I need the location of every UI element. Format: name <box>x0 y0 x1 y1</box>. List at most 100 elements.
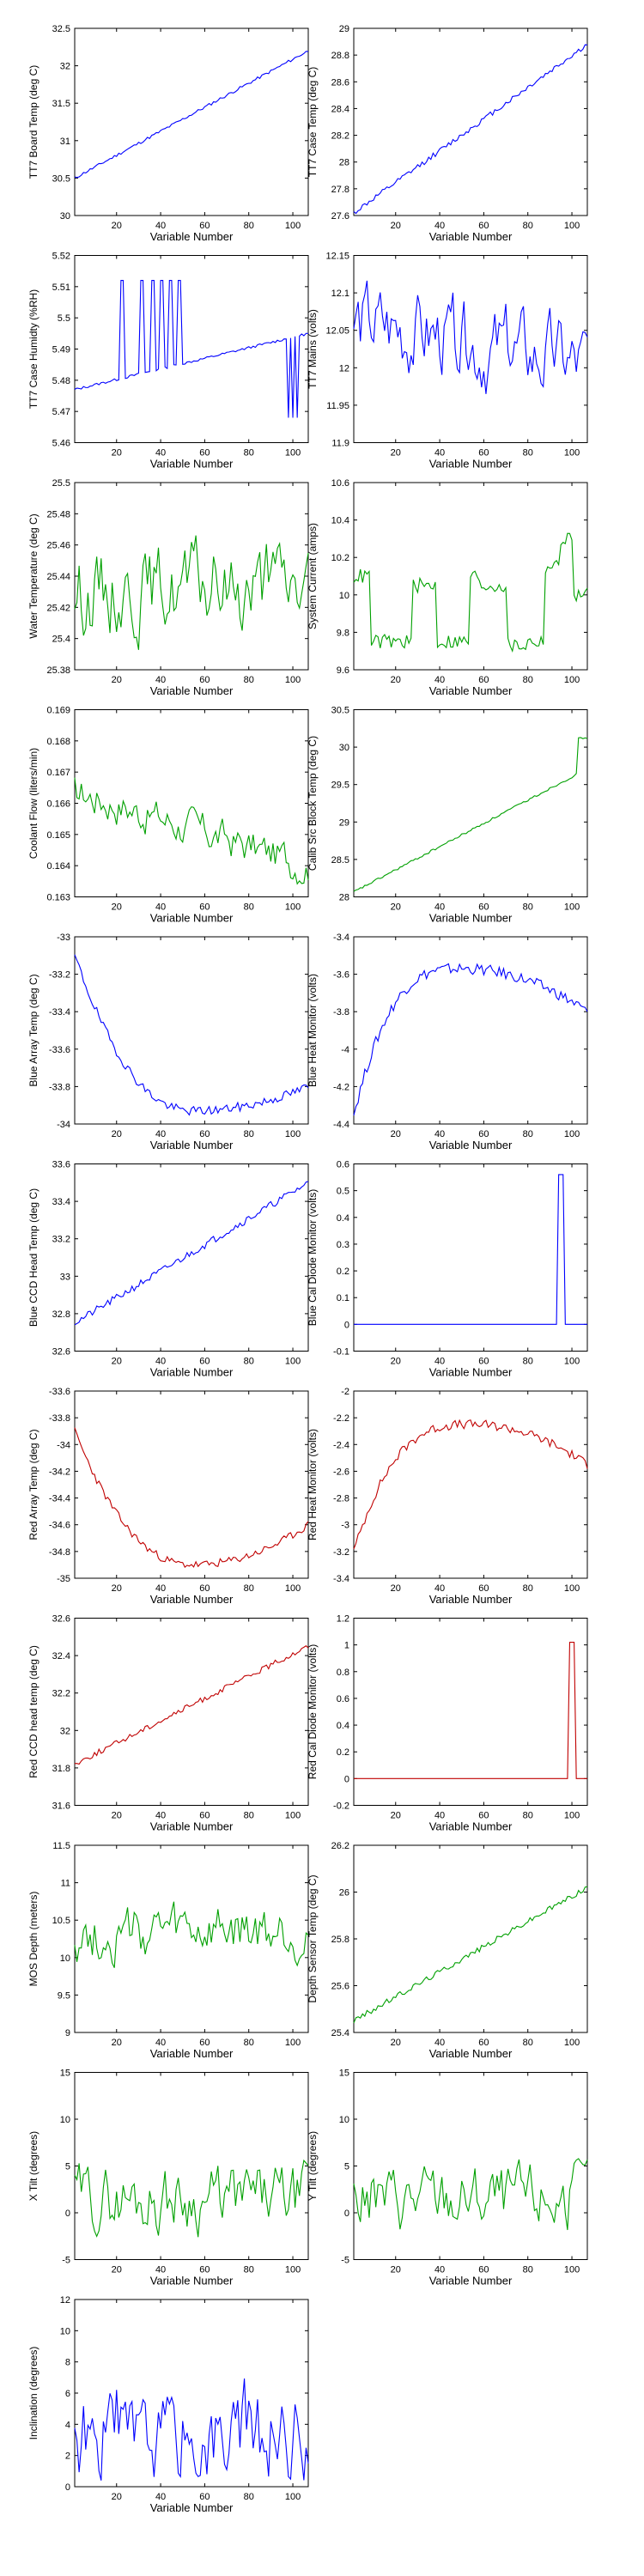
subplot-17: 20 40 60 80 100 Variable Number 9 9.5 10 10.5 11 11… <box>27 1841 309 2060</box>
x-tick-label: 60 <box>199 448 210 459</box>
y-tick-label: 0.3 <box>337 1240 349 1250</box>
y-tick-label: 30.5 <box>52 173 70 184</box>
x-axis-label: Variable Number <box>150 1366 234 1379</box>
y-tick-label: 0.6 <box>337 1160 349 1170</box>
y-tick-label: 27.8 <box>331 185 349 195</box>
x-tick-label: 20 <box>112 2038 122 2048</box>
x-tick-label: 20 <box>391 221 401 231</box>
y-tick-label: 28.4 <box>331 104 349 114</box>
y-axis-label: Coolant Flow (liters/min) <box>27 748 39 859</box>
x-tick-label: 40 <box>155 1583 166 1594</box>
subplot-2: 20 40 60 80 100 Variable Number 27.6 27.8 28 28.2… <box>307 24 588 243</box>
x-tick-label: 80 <box>244 448 254 459</box>
x-tick-label: 80 <box>244 2265 254 2275</box>
y-tick-label: 25.4 <box>52 635 70 645</box>
plot-frame <box>74 2072 309 2260</box>
x-tick-label: 60 <box>478 221 489 231</box>
plot-frame <box>353 1390 588 1579</box>
x-tick-label: 40 <box>434 2038 445 2048</box>
series-line <box>74 1427 309 1569</box>
y-tick-label: 10 <box>60 2115 70 2125</box>
x-tick-label: 20 <box>391 1129 401 1139</box>
y-tick-label: 26 <box>339 1888 349 1899</box>
y-tick-label: -34 <box>57 1440 70 1450</box>
y-tick-label: 33.4 <box>52 1197 70 1207</box>
x-tick-label: 60 <box>478 675 489 685</box>
y-tick-label: -3 <box>341 1521 349 1531</box>
y-tick-label: 8 <box>65 2358 70 2368</box>
y-axis-label: Red CCD head temp (deg C) <box>27 1645 39 1778</box>
x-axis-label: Variable Number <box>150 2047 234 2060</box>
y-tick-label: 10 <box>60 2326 70 2336</box>
y-tick-label: 0.4 <box>337 1213 349 1224</box>
y-tick-label: -34.6 <box>49 1521 70 1531</box>
x-tick-label: 100 <box>564 1811 580 1821</box>
y-tick-label: 5.5 <box>58 313 70 324</box>
subplot-5: 20 40 60 80 100 Variable Number 25.38 25.4 25.42… <box>27 478 309 697</box>
y-axis-label: TT7 Case Temp (deg C) <box>307 67 319 178</box>
y-tick-label: 25.8 <box>331 1935 349 1945</box>
y-tick-label: -33.8 <box>49 1082 70 1092</box>
series-line <box>74 1181 309 1326</box>
subplot-1: 20 40 60 80 100 Variable Number 30 30.5 31 31.5 32… <box>27 24 309 243</box>
y-tick-label: 28 <box>339 158 349 168</box>
x-axis-label: Variable Number <box>150 1820 234 1833</box>
y-tick-label: 25.4 <box>331 2028 349 2038</box>
y-tick-label: -3.2 <box>333 1547 349 1558</box>
y-tick-label: 5.48 <box>52 376 70 386</box>
y-tick-label: 31 <box>60 137 70 147</box>
subplot-20: 20 40 60 80 100 Variable Number -5 0 5 10 15 Y Tilt… <box>307 2069 588 2287</box>
x-tick-label: 60 <box>199 1129 210 1139</box>
y-tick-label: 11 <box>61 1879 70 1889</box>
x-tick-label: 20 <box>112 1357 122 1367</box>
x-axis-label: Variable Number <box>429 912 513 925</box>
x-tick-label: 40 <box>155 2492 166 2502</box>
series-line <box>74 51 309 179</box>
x-tick-label: 60 <box>199 675 210 685</box>
x-tick-label: 20 <box>391 1811 401 1821</box>
x-tick-label: 80 <box>523 1811 533 1821</box>
y-tick-label: 29 <box>339 24 349 34</box>
x-tick-label: 20 <box>391 2265 401 2275</box>
plot-frame <box>74 1163 309 1352</box>
x-tick-label: 60 <box>199 221 210 231</box>
y-tick-label: 28.2 <box>331 131 349 142</box>
y-tick-label: 0.4 <box>337 1721 349 1731</box>
x-axis-label: Variable Number <box>150 2275 234 2287</box>
x-axis-label: Variable Number <box>429 458 513 471</box>
y-tick-label: 29.5 <box>331 781 349 791</box>
x-tick-label: 80 <box>244 1357 254 1367</box>
x-tick-label: 60 <box>478 2265 489 2275</box>
x-tick-label: 100 <box>564 1583 580 1594</box>
x-tick-label: 40 <box>155 2038 166 2048</box>
y-tick-label: 25.5 <box>52 478 70 489</box>
x-tick-label: 60 <box>199 1811 210 1821</box>
y-tick-label: -3.4 <box>333 933 349 943</box>
subplot-8: 20 40 60 80 100 Variable Number 28 28.5 29 29.5 30… <box>307 706 588 925</box>
y-tick-label: 10.2 <box>331 553 349 563</box>
subplot-14: 20 40 60 80 100 Variable Number -3.4 -3.2 -3 -2.8… <box>307 1387 588 1606</box>
x-tick-label: 60 <box>478 902 489 913</box>
y-tick-label: 28.5 <box>331 855 349 866</box>
x-tick-label: 40 <box>155 221 166 231</box>
y-axis-label: Red Array Temp (deg C) <box>27 1429 39 1540</box>
plot-frame <box>353 1163 588 1352</box>
x-tick-label: 20 <box>112 1811 122 1821</box>
subplot-4: 20 40 60 80 100 Variable Number 11.9 11.95 12 12.… <box>307 252 588 471</box>
y-axis-label: Blue CCD Head Temp (deg C) <box>27 1188 39 1327</box>
y-tick-label: -33.4 <box>49 1007 70 1018</box>
x-tick-label: 40 <box>155 1811 166 1821</box>
series-line <box>353 532 588 653</box>
x-tick-label: 60 <box>478 1129 489 1139</box>
x-tick-label: 40 <box>155 675 166 685</box>
x-tick-label: 20 <box>112 1583 122 1594</box>
series-line <box>74 1645 309 1765</box>
x-tick-label: 100 <box>564 1129 580 1139</box>
x-tick-label: 100 <box>285 902 301 913</box>
x-axis-label: Variable Number <box>429 684 513 697</box>
plot-frame <box>74 255 309 443</box>
y-tick-label: -5 <box>62 2256 70 2266</box>
subplot-18: 20 40 60 80 100 Variable Number 25.4 25.6 25.8 26… <box>307 1841 588 2060</box>
y-tick-label: 0.165 <box>46 830 70 841</box>
x-tick-label: 60 <box>478 448 489 459</box>
